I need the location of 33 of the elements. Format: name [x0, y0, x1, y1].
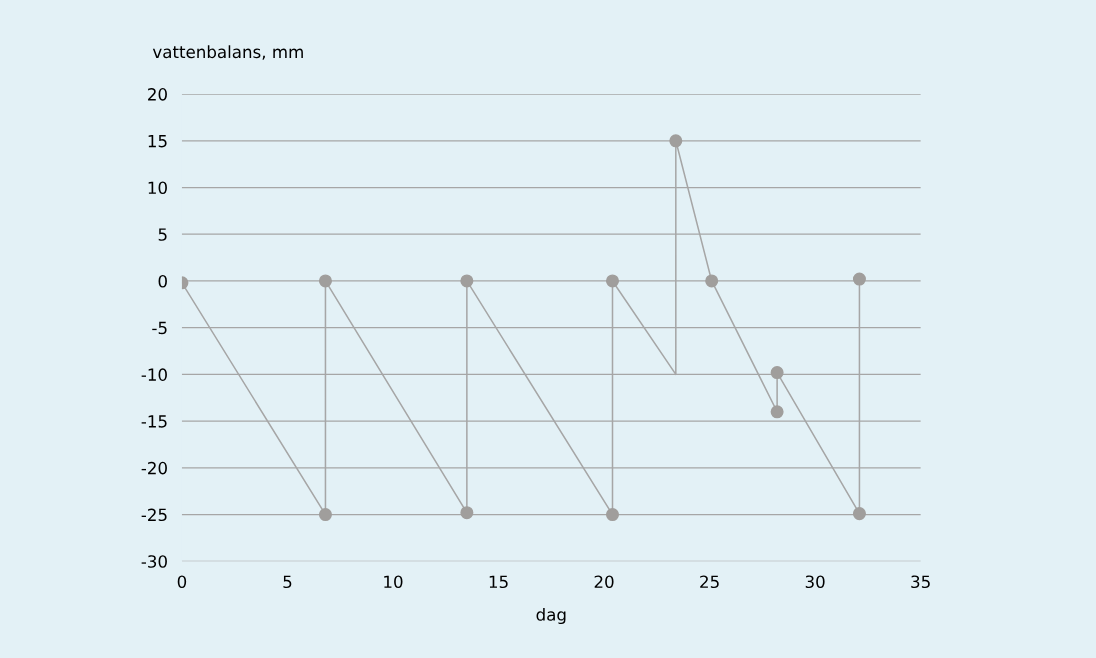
y-tick-label: 15 [148, 134, 167, 148]
x-tick-label: 35 [911, 575, 930, 589]
point [852, 272, 866, 286]
y-tick-label: 20 [148, 88, 167, 101]
y-tick-label: 10 [148, 181, 167, 195]
x-axis-title: dag [536, 607, 566, 625]
x-tick-label: 20 [594, 575, 614, 589]
x-tick-label: 5 [283, 575, 292, 589]
x-tick-label: 30 [805, 575, 825, 589]
point [669, 134, 683, 148]
x-tick-label: 10 [384, 575, 403, 589]
point [318, 508, 332, 522]
point [460, 506, 474, 520]
point [770, 366, 784, 380]
point [852, 507, 866, 521]
point [318, 274, 332, 288]
y-tick-label: -30 [141, 555, 167, 568]
point [605, 274, 619, 288]
y-axis-title: vattenbalans, mm [152, 45, 303, 60]
y-tick-label: 0 [158, 274, 167, 288]
point [460, 274, 474, 288]
x-tick-label: 25 [700, 575, 719, 589]
y-tick-label: -5 [152, 321, 167, 335]
y-tick-label: -10 [141, 368, 167, 381]
y-tick-label: 5 [158, 228, 167, 241]
point [770, 405, 784, 419]
point [705, 274, 719, 288]
x-tick-label: 15 [489, 575, 508, 589]
y-tick-label: -15 [141, 415, 167, 428]
y-tick-label: -25 [141, 508, 167, 522]
x-tick-label: 0 [177, 575, 187, 589]
point [605, 508, 619, 522]
y-tick-label: -20 [141, 461, 167, 475]
